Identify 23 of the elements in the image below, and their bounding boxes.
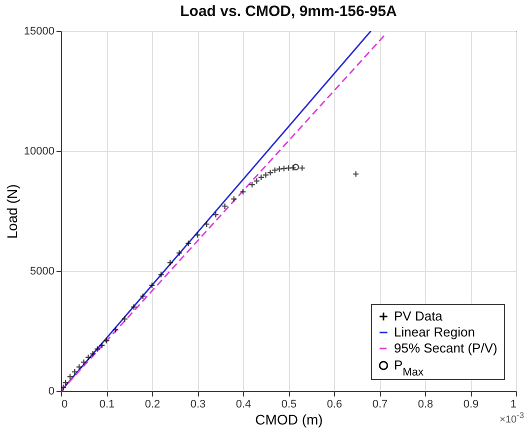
x-axis-title: CMOD (m) — [255, 412, 323, 428]
x-tick-label: 0.8 — [418, 398, 434, 410]
x-tick-label: 0.5 — [281, 398, 297, 410]
x-tick-label: 0.9 — [463, 398, 479, 410]
x-tick-label: 0.4 — [236, 398, 252, 410]
x-tick-label: 0.3 — [190, 398, 206, 410]
legend-label: 95% Secant (P/V) — [394, 340, 498, 356]
y-tick-label: 5000 — [30, 266, 54, 278]
y-axis-title: Load (N) — [4, 184, 20, 239]
x-tick-label: 0.1 — [99, 398, 115, 410]
x-tick-label: 0.7 — [372, 398, 388, 410]
chart-title: Load vs. CMOD, 9mm-156-95A — [180, 3, 398, 20]
x-tick-label: 0.2 — [144, 398, 160, 410]
legend-label: Linear Region — [394, 324, 475, 340]
y-tick-label: 15000 — [24, 26, 54, 38]
text: ×10$^{-3}$ — [500, 410, 524, 426]
x-tick-label: 0 — [62, 398, 68, 410]
y-tick-label: 10000 — [24, 146, 54, 158]
x-tick-label: 1 — [510, 398, 516, 410]
legend-label: P$_{Max}$ — [394, 358, 424, 378]
y-tick-label: 0 — [48, 386, 54, 398]
x-tick-label: 0.6 — [326, 398, 342, 410]
legend-label: PV Data — [394, 308, 444, 324]
